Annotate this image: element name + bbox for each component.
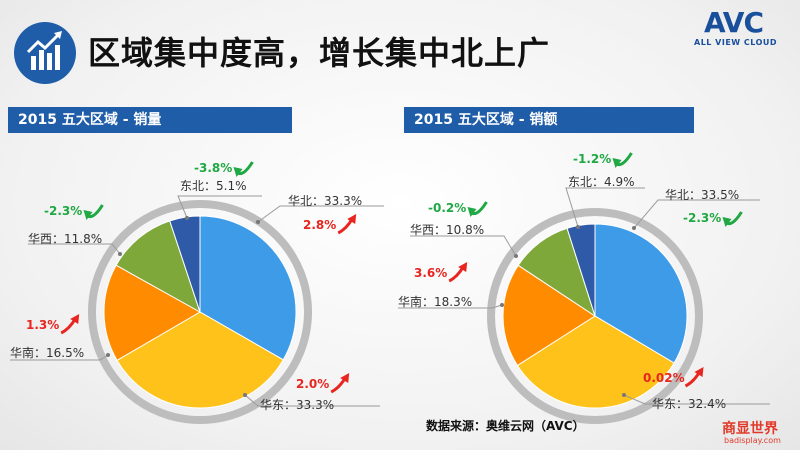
- pie-slice-value-华东: [516, 315, 675, 409]
- share-label-value-华东: 华东：32.4%: [652, 397, 726, 411]
- leader-line-volume-华南: [10, 354, 109, 361]
- pie-slice-volume-东北: [169, 215, 201, 313]
- share-label-value-华北: 华北：33.5%: [665, 188, 739, 202]
- pie-slice-value-东北: [566, 223, 596, 317]
- up-arrowhead-volume-华东: [340, 373, 350, 383]
- watermark-main: 商显世界: [722, 421, 778, 437]
- leader-dot-value-华东: [622, 393, 626, 397]
- share-label-volume-东北: 东北：5.1%: [180, 179, 247, 193]
- change-label-value-华北: -2.3%: [683, 211, 721, 225]
- up-arrowhead-volume-华北: [347, 214, 357, 224]
- leader-line-value-东北: [565, 187, 645, 228]
- up-arrow-icon-volume-华南: [60, 318, 77, 335]
- leader-dot-volume-华西: [118, 252, 122, 256]
- leader-dot-volume-华东: [243, 393, 247, 397]
- bar-chart-growth-icon: [14, 22, 76, 84]
- up-arrow-icon-volume-华北: [337, 218, 354, 235]
- leader-line-value-华西: [410, 235, 517, 257]
- change-label-volume-东北: -3.8%: [194, 161, 232, 175]
- avc-logo: AVC ALL VIEW CLOUD: [694, 6, 794, 47]
- leader-line-value-华南: [398, 304, 503, 309]
- chart-title-volume: 2015 五大区域 - 销量: [8, 107, 292, 133]
- change-label-value-东北: -1.2%: [573, 152, 611, 166]
- down-arrowhead-value-东北: [612, 158, 622, 168]
- share-label-value-华南: 华南：18.3%: [398, 294, 472, 309]
- leader-line-volume-华北: [257, 205, 384, 223]
- up-arrow-icon-volume-华东: [330, 377, 347, 394]
- chart-title-value: 2015 五大区域 - 销额: [404, 107, 694, 133]
- share-label-volume-华西: 华西：11.8%: [28, 232, 102, 246]
- pie-ring-volume: [88, 200, 312, 424]
- pie-slice-volume-华南: [103, 264, 202, 362]
- pie-slice-volume-华西: [115, 220, 201, 314]
- up-arrowhead-value-华东: [694, 367, 704, 377]
- share-label-value-华西: 华西：10.8%: [410, 223, 484, 237]
- pie-slice-volume-华北: [199, 215, 297, 361]
- share-label-value-东北: 东北：4.9%: [568, 175, 635, 189]
- leader-dot-value-华北: [632, 226, 636, 230]
- data-source: 数据来源：奥维云网（AVC）: [426, 419, 585, 433]
- leader-line-volume-华西: [28, 243, 121, 255]
- change-label-volume-华北: 2.8%: [303, 218, 336, 232]
- pie-slice-value-华南: [502, 264, 596, 367]
- watermark-sub: badisplay.com: [724, 436, 781, 445]
- change-label-value-华西: -0.2%: [428, 201, 466, 215]
- logo-text: AVC: [704, 6, 764, 39]
- leader-dot-volume-华南: [106, 353, 110, 357]
- pie-slice-value-华北: [594, 223, 688, 364]
- up-arrowhead-value-华南: [458, 262, 468, 272]
- share-label-volume-华北: 华北：33.3%: [288, 194, 362, 208]
- change-label-value-华南: 3.6%: [414, 266, 447, 280]
- down-arrowhead-volume-东北: [233, 167, 243, 177]
- leader-dot-value-东北: [576, 225, 580, 229]
- pie-ring-value: [487, 208, 703, 424]
- leader-dot-value-华西: [514, 254, 518, 258]
- share-label-volume-华南: 华南：16.5%: [10, 345, 84, 360]
- watermark: 商显世界 badisplay.com: [722, 418, 796, 448]
- up-arrow-icon-value-华东: [684, 371, 701, 388]
- change-label-volume-华西: -2.3%: [44, 204, 82, 218]
- leader-line-value-华东: [623, 394, 770, 405]
- up-arrow-icon-value-华南: [448, 266, 465, 283]
- down-arrowhead-value-华北: [722, 217, 732, 227]
- leader-dot-volume-华北: [256, 220, 260, 224]
- change-label-volume-华东: 2.0%: [296, 377, 329, 391]
- change-label-value-华东: 0.02%: [643, 371, 685, 385]
- change-label-volume-华南: 1.3%: [26, 318, 59, 332]
- logo-tagline: ALL VIEW CLOUD: [694, 38, 778, 47]
- up-arrowhead-volume-华南: [70, 314, 80, 324]
- down-arrowhead-value-华西: [467, 207, 477, 217]
- leader-dot-volume-东北: [185, 216, 189, 220]
- leader-line-value-华北: [633, 199, 760, 229]
- share-label-volume-华东: 华东：33.3%: [260, 398, 334, 412]
- down-arrowhead-volume-华西: [83, 210, 93, 220]
- leader-line-volume-东北: [177, 195, 262, 219]
- pie-slice-volume-华东: [116, 311, 284, 409]
- leader-line-volume-华东: [244, 394, 380, 407]
- page-title: 区域集中度高，增长集中北上广: [88, 34, 551, 72]
- leader-dot-value-华南: [500, 303, 504, 307]
